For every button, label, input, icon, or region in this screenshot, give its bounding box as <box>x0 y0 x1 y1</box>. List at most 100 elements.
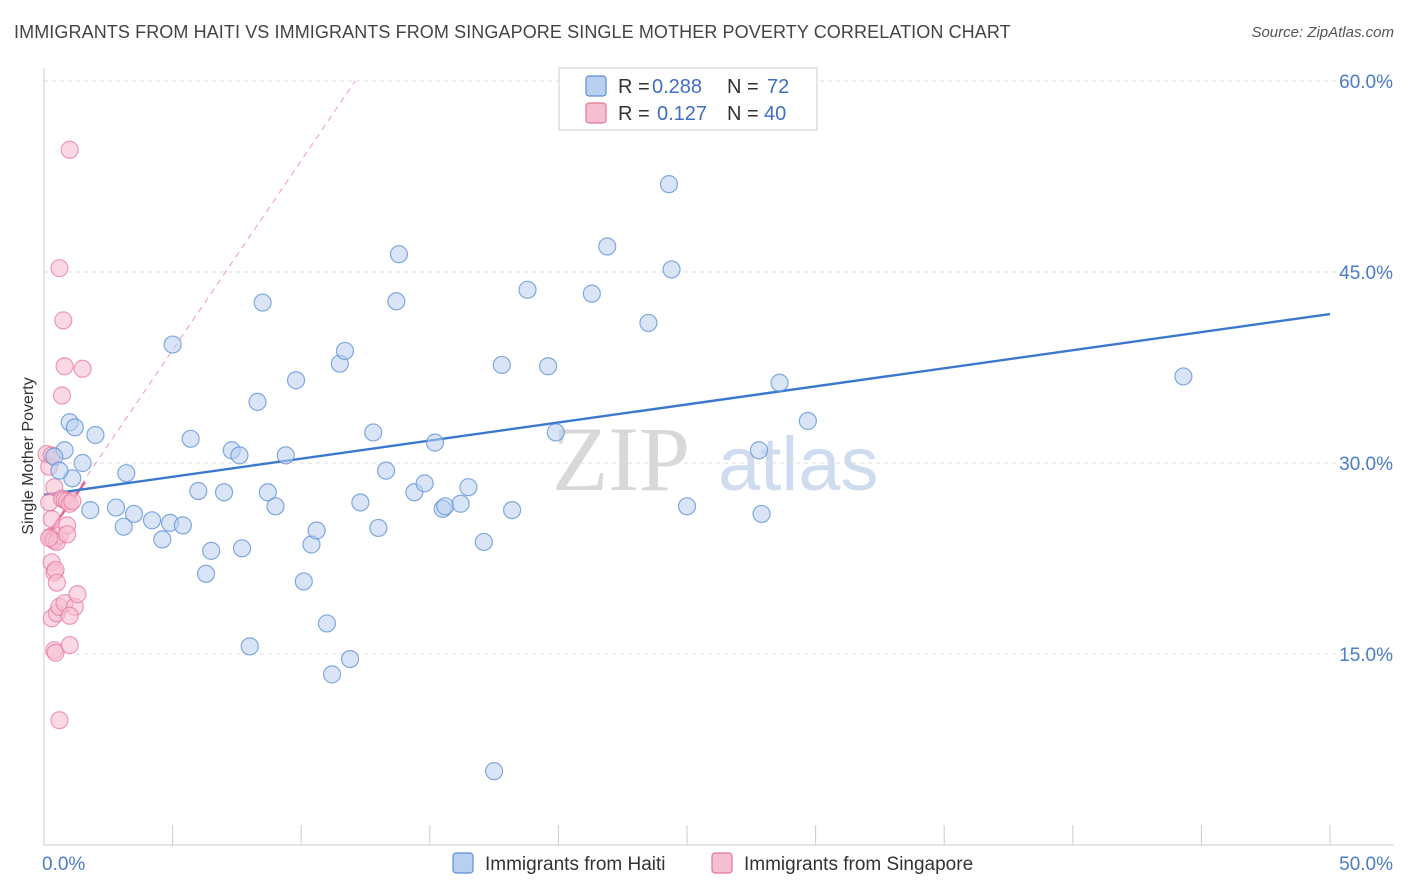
bottom-legend-label-haiti: Immigrants from Haiti <box>485 854 666 875</box>
haiti-point-54 <box>485 762 504 781</box>
haiti-point-28 <box>258 483 277 502</box>
legend-r-value-singapore: 0.127 <box>657 103 707 125</box>
haiti-point-23 <box>230 446 249 465</box>
singapore-point-27 <box>60 606 79 625</box>
watermark-atlas: atlas <box>718 422 879 507</box>
haiti-point-68 <box>770 373 789 392</box>
haiti-point-36 <box>322 665 342 684</box>
singapore-point-5 <box>42 509 61 529</box>
haiti-point-50 <box>436 497 455 516</box>
singapore-point-32 <box>52 386 72 405</box>
haiti-point-59 <box>546 423 565 442</box>
singapore-point-36 <box>50 259 69 278</box>
haiti-point-62 <box>639 313 658 333</box>
legend-r-label-singapore: R = <box>618 103 650 125</box>
y-tick-labels: 15.0% 30.0% 45.0% 60.0% <box>1339 72 1393 666</box>
trend-line-singapore-extended <box>43 80 356 540</box>
legend-r-label-haiti: R = <box>618 76 650 98</box>
haiti-point-25 <box>240 637 259 656</box>
singapore-point-19 <box>63 492 82 511</box>
grid-lines <box>44 80 1394 655</box>
haiti-point-1 <box>65 418 84 437</box>
singapore-point-37 <box>60 140 79 159</box>
haiti-point-56 <box>503 501 522 520</box>
haiti-point-45 <box>387 292 406 311</box>
singapore-point-26 <box>68 585 87 604</box>
singapore-point-34 <box>73 359 92 378</box>
x-tick-label-min: 0.0% <box>42 854 85 875</box>
singapore-point-38 <box>40 529 59 548</box>
legend-n-value-singapore: 40 <box>764 103 786 125</box>
haiti-point-12 <box>142 511 162 530</box>
haiti-point-65 <box>677 497 697 516</box>
haiti-point-42 <box>369 518 388 538</box>
haiti-point-38 <box>335 341 355 361</box>
haiti-point-35 <box>317 614 337 633</box>
bottom-legend-swatch-haiti <box>452 852 474 874</box>
bottom-legend-label-singapore: Immigrants from Singapore <box>744 854 973 875</box>
haiti-point-63 <box>659 175 679 194</box>
singapore-point-31 <box>50 711 69 730</box>
singapore-point-33 <box>55 357 74 376</box>
haiti-point-71 <box>50 461 69 480</box>
haiti-point-69 <box>798 411 817 431</box>
haiti-point-67 <box>752 504 771 524</box>
singapore-point-35 <box>54 311 73 330</box>
haiti-point-18 <box>189 481 208 501</box>
series-haiti-points <box>45 175 1193 781</box>
legend-r-value-haiti: 0.288 <box>652 76 702 98</box>
haiti-point-44 <box>389 245 409 264</box>
legend-swatch-haiti <box>585 75 607 97</box>
singapore-point-30 <box>60 635 79 655</box>
haiti-point-27 <box>253 293 272 312</box>
haiti-point-53 <box>474 532 493 552</box>
series-singapore-points <box>37 140 92 730</box>
x-ticks <box>43 825 1331 845</box>
haiti-point-29 <box>266 497 285 516</box>
x-tick-label-max: 50.0% <box>1339 854 1393 875</box>
haiti-point-15 <box>173 516 192 535</box>
bottom-legend-swatch-singapore <box>711 852 733 874</box>
y-tick-label-1: 30.0% <box>1339 454 1393 475</box>
singapore-point-39 <box>58 525 77 544</box>
haiti-point-39 <box>340 649 360 669</box>
legend-swatch-singapore <box>585 102 607 124</box>
y-tick-label-0: 15.0% <box>1339 645 1393 666</box>
haiti-point-11 <box>114 517 133 536</box>
haiti-point-13 <box>153 530 172 549</box>
haiti-point-57 <box>518 280 537 299</box>
haiti-point-31 <box>286 371 306 390</box>
haiti-point-66 <box>749 441 769 460</box>
trend-line-haiti <box>43 312 1331 497</box>
haiti-point-19 <box>202 541 221 560</box>
legend-n-label-singapore: N = <box>727 103 759 125</box>
singapore-point-14 <box>47 573 66 592</box>
haiti-point-30 <box>276 446 295 465</box>
haiti-point-10 <box>124 504 144 524</box>
source-label: Source: ZipAtlas.com <box>1251 24 1394 41</box>
haiti-point-26 <box>248 392 267 411</box>
haiti-point-48 <box>425 433 445 452</box>
singapore-point-29 <box>46 643 65 662</box>
haiti-point-21 <box>214 483 234 502</box>
haiti-point-60 <box>582 284 601 303</box>
legend-n-value-haiti: 72 <box>767 76 789 98</box>
haiti-point-9 <box>117 464 136 483</box>
haiti-point-51 <box>451 494 470 513</box>
bottom-legend: Immigrants from Haiti Immigrants from Si… <box>452 852 973 875</box>
haiti-point-8 <box>106 498 126 517</box>
haiti-point-2 <box>73 453 92 473</box>
haiti-point-40 <box>351 493 370 512</box>
haiti-point-24 <box>232 539 252 558</box>
haiti-point-16 <box>163 335 182 354</box>
y-axis-title: Single Mother Poverty <box>20 377 37 534</box>
haiti-point-32 <box>294 572 313 591</box>
chart-title: IMMIGRANTS FROM HAITI VS IMMIGRANTS FROM… <box>14 22 1011 42</box>
haiti-point-7 <box>81 501 100 520</box>
haiti-point-52 <box>459 478 478 497</box>
haiti-point-70 <box>1174 367 1193 386</box>
haiti-point-55 <box>492 355 511 375</box>
y-tick-label-2: 45.0% <box>1339 263 1393 284</box>
haiti-point-20 <box>196 564 216 583</box>
